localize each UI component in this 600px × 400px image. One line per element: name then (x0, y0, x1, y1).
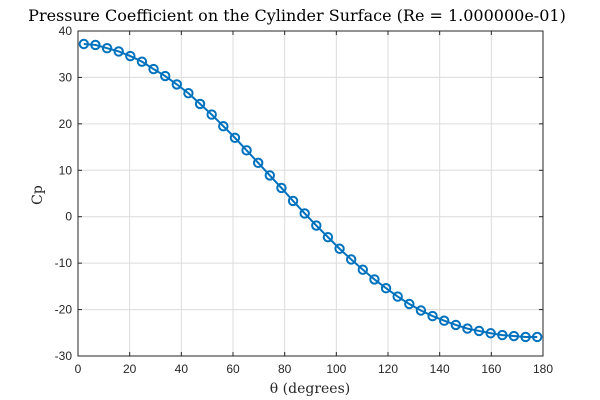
x-tick-label: 140 (430, 362, 450, 376)
data-point (113, 46, 124, 57)
y-tick-label: 0 (65, 210, 72, 224)
data-point (218, 120, 229, 132)
y-tick-label: 30 (59, 70, 73, 84)
x-tick-label: 120 (378, 362, 398, 376)
x-tick-label: 100 (326, 362, 346, 376)
data-point (183, 88, 194, 99)
x-tick-label: 180 (533, 362, 553, 376)
data-point (78, 38, 90, 50)
x-tick-label: 80 (278, 362, 292, 376)
tick-labels: 0 20 40 60 80 100 120 140 160 180 -30 -20 -10 0 10 20 30… (55, 24, 554, 376)
data-point (229, 132, 241, 143)
data-point (206, 109, 217, 120)
data-point (438, 315, 450, 326)
y-tick-label: 10 (59, 163, 73, 177)
data-point (125, 50, 136, 62)
x-tick-label: 40 (175, 362, 189, 376)
data-point (345, 254, 357, 265)
y-axis-label: Cp (30, 185, 46, 205)
y-tick-label: -10 (55, 256, 73, 270)
data-point (101, 42, 113, 54)
data-point (194, 98, 206, 110)
data-point (276, 182, 287, 194)
data-point (90, 39, 101, 51)
data-point (450, 319, 462, 331)
grid-lines (78, 31, 543, 356)
data-point (485, 328, 496, 339)
data-point (311, 220, 322, 231)
data-point (531, 331, 543, 343)
data-point (241, 145, 252, 156)
data-point (287, 195, 299, 207)
x-tick-label: 0 (75, 362, 82, 376)
data-point (415, 305, 427, 316)
data-point (462, 323, 473, 334)
axes (77, 30, 544, 357)
data-point (299, 208, 310, 219)
y-tick-label: -20 (55, 303, 73, 317)
data-point (264, 170, 276, 181)
data-point (369, 274, 380, 285)
x-tick-label: 60 (226, 362, 240, 376)
data-point (473, 325, 485, 337)
x-tick-label: 20 (123, 362, 137, 376)
data-point (404, 298, 415, 310)
series-line (83, 43, 538, 338)
x-axis-label: θ (degrees) (270, 381, 350, 397)
chart-title: Pressure Coefficient on the Cylinder Sur… (28, 6, 566, 25)
data-point (136, 56, 148, 67)
data-point (520, 331, 531, 343)
x-tick-label: 160 (481, 362, 501, 376)
data-point (171, 79, 183, 90)
data-point (392, 291, 403, 302)
data-point (322, 231, 334, 243)
data-point (427, 310, 438, 322)
series-layer (78, 38, 543, 343)
y-tick-label: 20 (59, 117, 73, 131)
data-point (380, 283, 392, 294)
data-point (252, 157, 264, 169)
data-point (357, 264, 369, 275)
data-point (497, 329, 508, 341)
data-point (334, 243, 345, 254)
data-point (159, 70, 171, 82)
data-point (508, 330, 520, 342)
plot-frame (77, 30, 544, 357)
y-tick-label: 40 (59, 24, 73, 38)
y-tick-label: -30 (55, 349, 73, 363)
data-point (148, 63, 159, 75)
